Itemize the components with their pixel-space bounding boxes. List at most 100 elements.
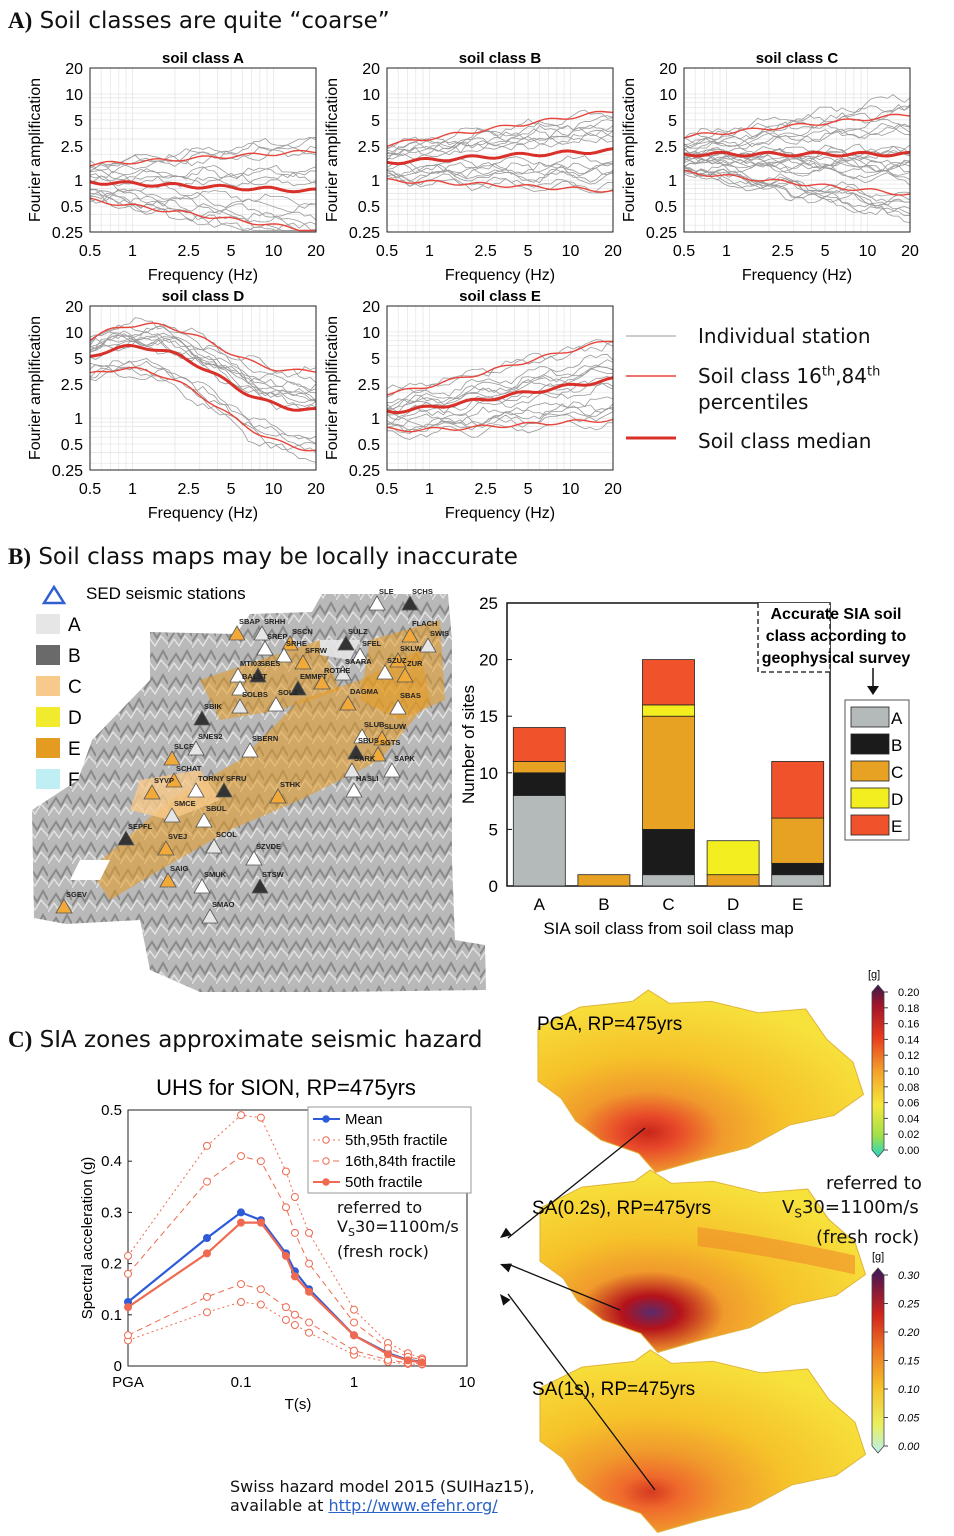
map-station-marker xyxy=(396,667,414,683)
bar-legend-label: E xyxy=(891,817,902,836)
hazard-note-value: 30=1100m/s xyxy=(801,1197,919,1218)
individual-station-curve xyxy=(89,192,316,231)
y-tick-label: 2.5 xyxy=(61,377,83,394)
bar-segment-a xyxy=(771,874,825,887)
map-station-marker xyxy=(275,647,293,663)
uhs-y-tick-label: 0.1 xyxy=(101,1307,122,1324)
map-station-label: SFEL xyxy=(362,639,382,648)
map-station-marker xyxy=(55,898,73,914)
y-tick-label: 10 xyxy=(65,87,83,104)
map-station-marker xyxy=(368,595,386,611)
section-b-title: B) Soil class maps may be locally inaccu… xyxy=(8,544,518,570)
x-tick-label: 5 xyxy=(524,481,533,498)
percentile-16-curve xyxy=(89,197,316,232)
panel-a-legend-lines xyxy=(626,335,676,440)
percentile-16-curve xyxy=(386,418,614,433)
bar-segment-c xyxy=(706,874,760,887)
section-c-title: C) SIA zones approximate seismic hazard xyxy=(8,1027,483,1053)
y-tick-label: 20 xyxy=(362,61,380,78)
uhs-data-point xyxy=(237,1298,245,1306)
map-station-marker xyxy=(193,878,211,894)
percentile-84-curve xyxy=(386,340,614,396)
x-tick-label: 20 xyxy=(604,243,622,260)
y-tick-label: 2.5 xyxy=(358,139,380,156)
map-legend-label: F xyxy=(68,770,80,791)
uhs-data-point xyxy=(350,1305,358,1314)
y-tick-label: 5 xyxy=(74,113,83,130)
legend-percentile-mid: ,84 xyxy=(835,364,868,388)
x-tick-label: 0.5 xyxy=(79,243,101,260)
uhs-legend-label: 16th,84th fractile xyxy=(345,1153,456,1170)
individual-station-curve xyxy=(89,360,317,444)
bar-y-tick-label: 15 xyxy=(479,707,498,726)
map-station-marker xyxy=(143,784,161,800)
uhs-data-point xyxy=(256,1157,265,1166)
individual-station-curve xyxy=(89,146,317,172)
individual-station-curve xyxy=(683,105,911,145)
map-arrow-line xyxy=(507,1127,646,1239)
individual-station-curve xyxy=(683,165,911,207)
map-station-marker xyxy=(163,750,181,766)
map-station-label: SMUK xyxy=(204,870,227,879)
section-a-text: Soil classes are quite “coarse” xyxy=(39,8,390,34)
map-station-label: SKLW xyxy=(400,644,423,653)
individual-station-curve xyxy=(386,129,614,160)
uhs-y-tick-label: 0 xyxy=(114,1358,122,1375)
individual-station-curve xyxy=(89,146,317,174)
map-station-marker xyxy=(159,872,177,888)
map-station-marker xyxy=(241,742,259,758)
y-tick-label: 20 xyxy=(362,299,380,316)
uhs-note-line1: referred to xyxy=(337,1198,423,1217)
individual-station-curve xyxy=(89,334,317,402)
uhs-data-point xyxy=(202,1177,211,1186)
uhs-data-point xyxy=(281,1167,290,1176)
map-station-marker xyxy=(289,680,307,696)
individual-station-curve xyxy=(386,396,614,428)
soil-panel-frame xyxy=(386,305,614,471)
map-station-marker xyxy=(165,772,183,788)
uhs-x-tick-label: PGA xyxy=(112,1374,144,1391)
individual-station-curve xyxy=(683,168,911,207)
map-legend-label: E xyxy=(68,739,81,760)
map-station-marker xyxy=(334,665,352,681)
x-tick-label: 0.5 xyxy=(673,243,695,260)
map-legend-label: C xyxy=(68,677,82,698)
individual-station-curve xyxy=(386,353,614,404)
y-tick-label: 20 xyxy=(65,61,83,78)
individual-station-curve xyxy=(89,330,317,394)
map-station-label: SRHH xyxy=(264,617,285,626)
bar-segment-e xyxy=(512,727,566,762)
map-station-label: SAPK xyxy=(394,754,415,763)
bar-segment-e xyxy=(771,761,825,819)
uhs-data-point xyxy=(256,1113,265,1122)
bar-legend-label: D xyxy=(891,790,903,809)
uhs-data-point xyxy=(305,1259,314,1268)
hazard-map-sa02 xyxy=(539,1169,867,1353)
uhs-data-point xyxy=(124,1331,132,1340)
y-tick-label: 10 xyxy=(362,87,380,104)
individual-station-curve xyxy=(89,170,317,186)
map-station-marker xyxy=(249,667,267,683)
map-station-marker xyxy=(245,850,263,866)
map-station-marker xyxy=(339,695,357,711)
bar-x-axis-label: SIA soil class from soil class map xyxy=(543,919,793,938)
map-station-label: SBUS xyxy=(358,736,379,745)
uhs-data-point xyxy=(237,1280,245,1289)
map-arrow-head xyxy=(500,1227,512,1238)
individual-station-curve xyxy=(683,152,911,173)
footer-line2: available at http://www.efehr.org/ xyxy=(230,1496,535,1515)
legend-median-label: Soil class median xyxy=(698,429,872,453)
soil-panel-title: soil class D xyxy=(162,288,245,305)
percentile-84-curve xyxy=(386,110,614,148)
x-tick-label: 0.5 xyxy=(376,481,398,498)
map-station-label: SAIG xyxy=(170,864,189,873)
individual-station-curve xyxy=(386,130,614,161)
map-station-label: ZUR xyxy=(407,659,423,668)
hazard-maps-note: referred to VS30=1100m/s (fresh rock) xyxy=(782,1172,922,1250)
colorbar-1-label: 0.18 xyxy=(898,1003,919,1015)
colorbar-2 xyxy=(871,1267,885,1454)
efehr-link[interactable]: http://www.efehr.org/ xyxy=(328,1496,498,1515)
y-tick-label: 0.25 xyxy=(646,225,677,242)
x-tick-label: 20 xyxy=(604,481,622,498)
